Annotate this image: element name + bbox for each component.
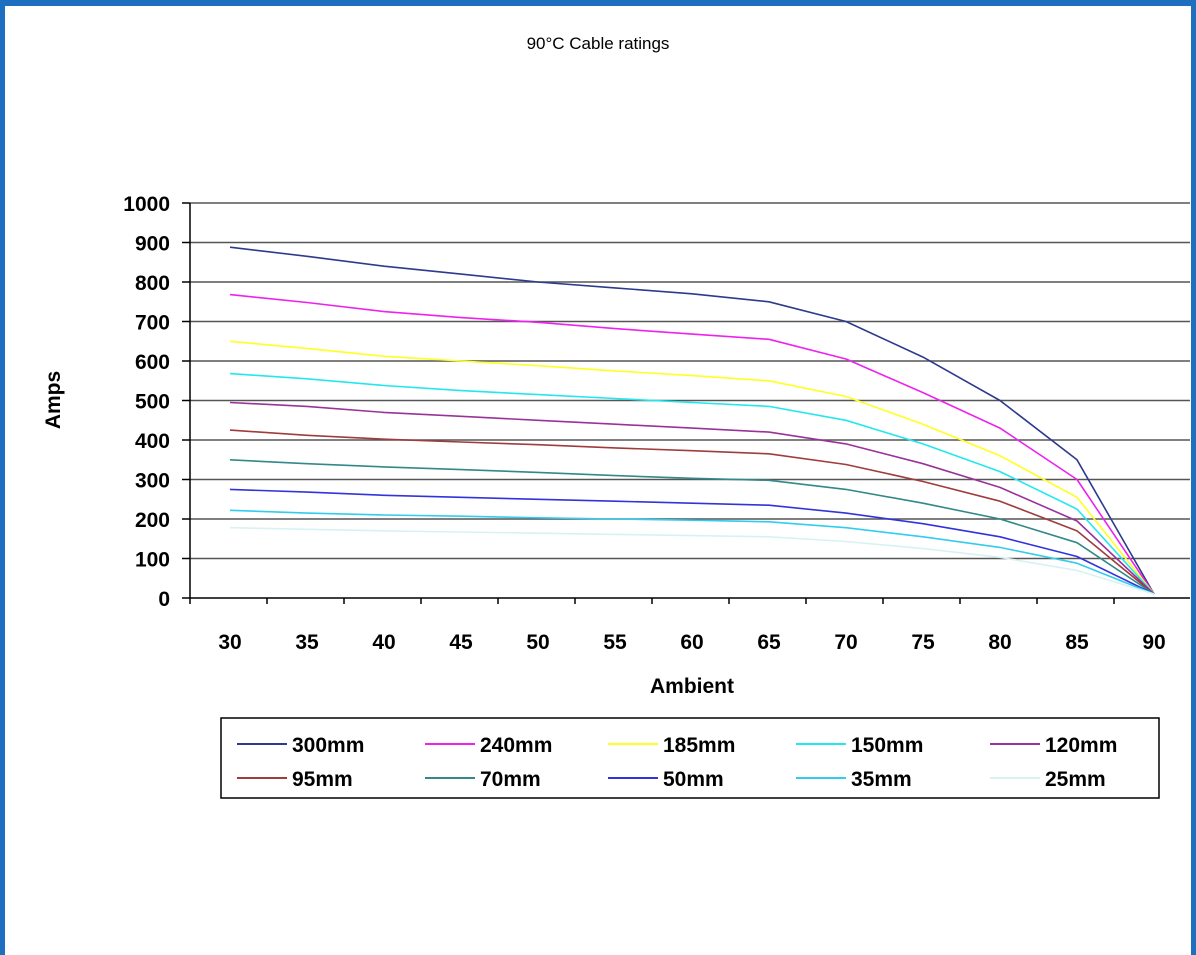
y-tick-label: 600 [135,351,170,374]
x-tick-label: 40 [372,631,395,654]
y-tick-label: 700 [135,312,170,335]
y-tick-label: 900 [135,233,170,256]
x-tick-label: 90 [1142,631,1165,654]
legend-label: 95mm [292,768,353,791]
axis-labels: Ambient Amps 0 100 200 300 400 500 600 700 800 90… [42,193,1166,698]
legend-label: 35mm [851,768,912,791]
legend-label: 120mm [1045,734,1117,757]
x-tick-label: 45 [449,631,473,654]
chart-title: 90°C Cable ratings [526,34,670,53]
legend-box [220,717,1160,799]
x-tick-label: 30 [218,631,241,654]
y-tick-label: 0 [158,588,170,611]
x-tick-label: 75 [911,631,935,654]
y-tick-label: 500 [135,391,170,414]
y-axis-title: Amps [42,371,65,429]
series-line-300mm [229,246,1155,595]
legend-label: 300mm [292,734,364,757]
x-tick-label: 60 [680,631,703,654]
legend-label: 150mm [851,734,923,757]
series-line-95mm [229,429,1155,595]
series-line-50mm [229,488,1155,595]
series-line-185mm [229,340,1155,595]
y-tick-label: 100 [135,549,170,572]
series-line-70mm [229,459,1155,595]
gridlines [190,202,1190,560]
x-tick-label: 55 [603,631,627,654]
legend-label: 25mm [1045,768,1106,791]
x-axis-title: Ambient [650,675,734,698]
series-line-120mm [229,401,1155,595]
series-line-35mm [229,509,1155,595]
legend-label: 240mm [480,734,552,757]
legend: 300mm 240mm 185mm 150mm 120mm 95mm 70mm 50mm 35m… [220,717,1160,799]
series-lines [229,246,1155,595]
y-tick-label: 1000 [123,193,170,216]
legend-label: 70mm [480,768,541,791]
series-line-150mm [229,372,1155,595]
x-tick-label: 50 [526,631,549,654]
x-tick-label: 80 [988,631,1011,654]
x-tick-label: 65 [757,631,781,654]
y-tick-label: 300 [135,470,170,493]
legend-label: 50mm [663,768,724,791]
y-tick-label: 800 [135,272,170,295]
y-tick-label: 400 [135,430,170,453]
y-tick-label: 200 [135,509,170,532]
x-tick-label: 85 [1065,631,1089,654]
x-tick-label: 70 [834,631,857,654]
legend-label: 185mm [663,734,735,757]
x-tick-label: 35 [295,631,319,654]
axes [182,202,1190,604]
series-line-25mm [229,526,1155,595]
series-line-240mm [229,293,1155,595]
